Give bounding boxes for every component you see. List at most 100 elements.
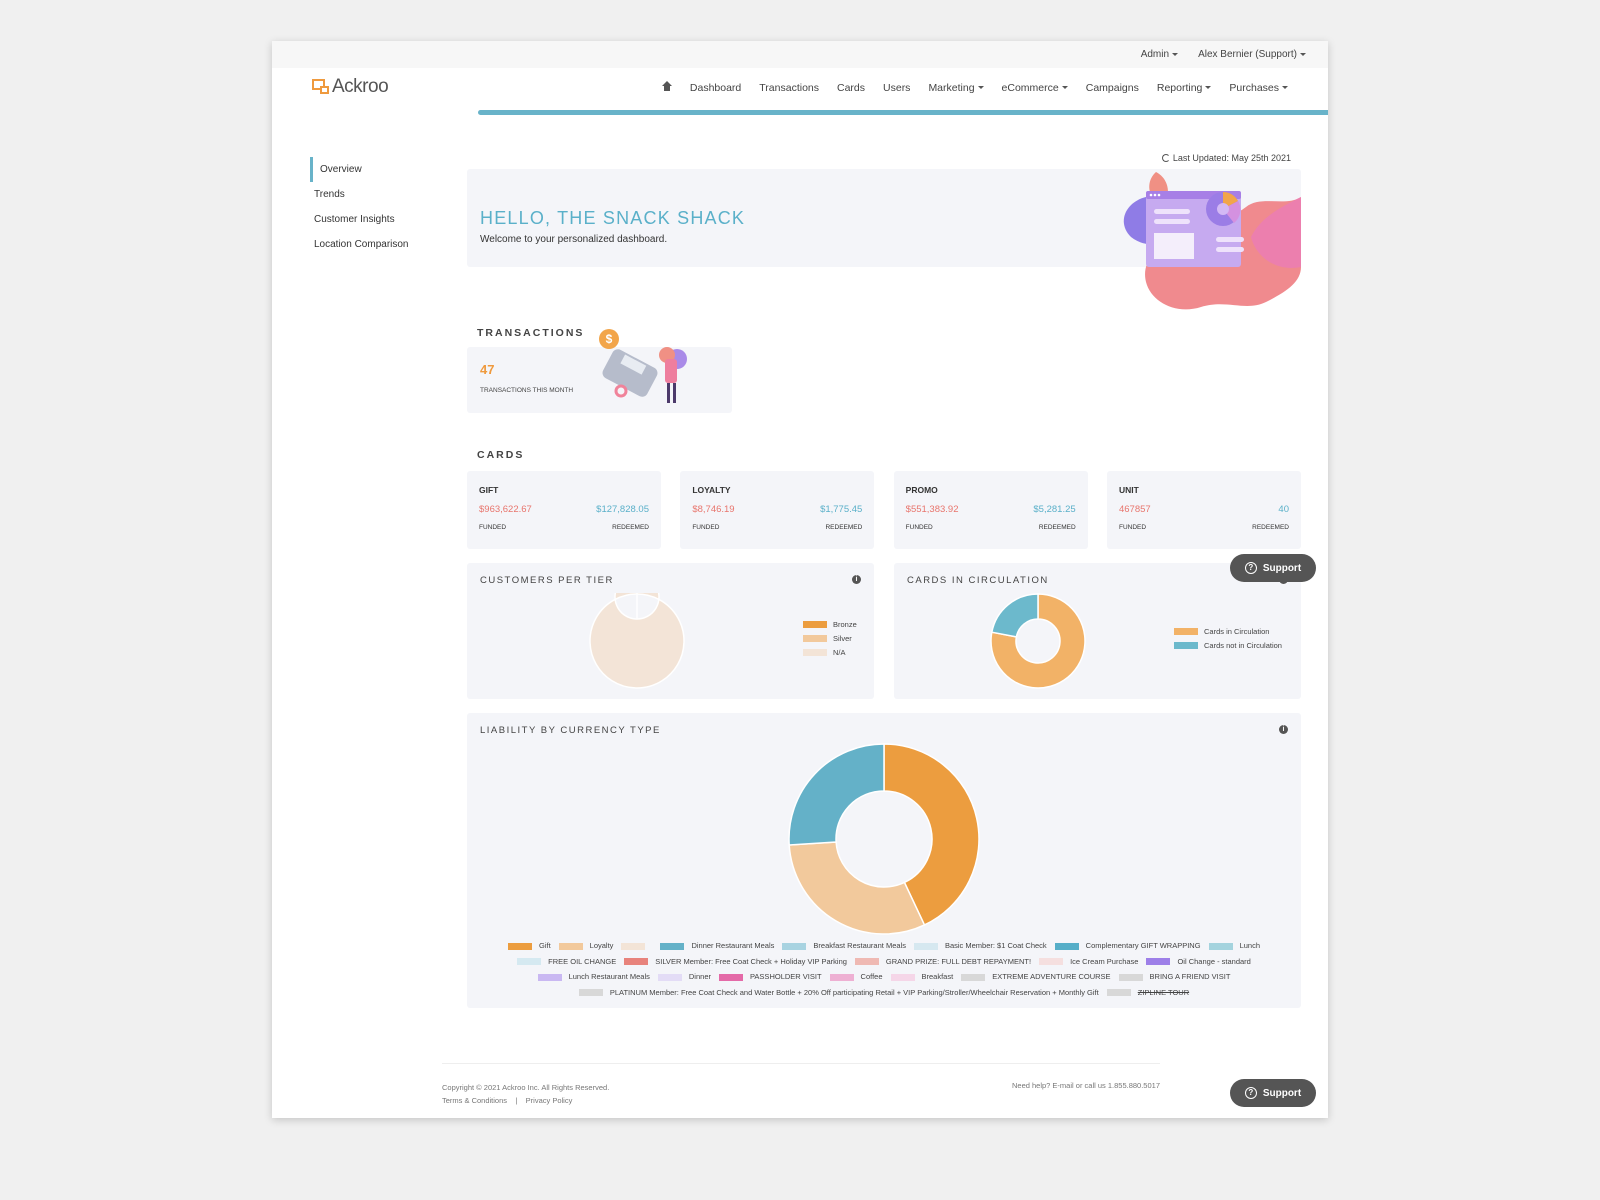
card-promo[interactable]: PROMO $551,383.92 $5,281.25 FUNDED REDEEMED: [893, 471, 1088, 549]
primary-nav: Dashboard Transactions Cards Users Marketing…: [644, 81, 1288, 94]
main-navbar: Ackroo Dashboard Transactions Cards Users Ma…: [272, 68, 1328, 116]
legend-swatch: [718, 973, 743, 981]
redeemed-label: REDEEMED: [1252, 524, 1289, 531]
help-icon: ?: [1244, 1087, 1257, 1099]
legend-item[interactable]: Loyalty: [558, 939, 613, 953]
cards-row: GIFT $963,622.67 $127,828.05 FUNDED REDEEMED…: [467, 471, 1301, 549]
legend-item[interactable]: Breakfast: [890, 970, 953, 984]
legend-item[interactable]: Lunch: [1208, 939, 1260, 953]
legend-item[interactable]: PLATINUM Member: Free Coat Check and Wat…: [578, 986, 1099, 1000]
card-unit[interactable]: UNIT 467857 40 FUNDED REDEEMED: [1106, 471, 1301, 549]
page-progress-bar: [478, 110, 1328, 115]
funded-label: FUNDED: [905, 524, 933, 531]
legend-item[interactable]: Cards in Circulation: [1174, 624, 1282, 638]
funded-label: FUNDED: [479, 524, 507, 531]
browser-window: Admin Alex Bernier (Support) Ackroo Dash…: [272, 41, 1328, 1118]
ackroo-logo[interactable]: Ackroo: [312, 76, 389, 98]
legend-item[interactable]: Silver: [803, 631, 857, 645]
legend-item[interactable]: GRAND PRIZE: FULL DEBT REPAYMENT!: [854, 955, 1031, 969]
chart-title: CARDS IN CIRCULATION: [907, 575, 1049, 586]
legend-item[interactable]: Gift: [508, 939, 551, 953]
legend-item[interactable]: Ice Cream Purchase: [1039, 955, 1138, 969]
privacy-link[interactable]: Privacy Policy: [525, 1096, 573, 1105]
nav-transactions[interactable]: Transactions: [759, 81, 819, 94]
legend-swatch: [558, 942, 583, 950]
card-loyalty[interactable]: LOYALTY $8,746.19 $1,775.45 FUNDED REDEEMED: [680, 471, 875, 549]
legend-item[interactable]: Lunch Restaurant Meals: [537, 970, 650, 984]
legend-item[interactable]: Dinner: [657, 970, 711, 984]
chart-legend: Cards in Circulation Cards not in Circula…: [1174, 624, 1282, 652]
legend-item[interactable]: Oil Change - standard: [1146, 955, 1251, 969]
nav-reporting[interactable]: Reporting: [1157, 82, 1212, 94]
nav-purchases[interactable]: Purchases: [1229, 82, 1288, 94]
legend-item[interactable]: Coffee: [829, 970, 883, 984]
chevron-down-icon: [1282, 86, 1288, 90]
top-utility-bar: Admin Alex Bernier (Support): [272, 41, 1328, 68]
sidebar-item-customer-insights[interactable]: Customer Insights: [314, 214, 395, 225]
legend-swatch: [854, 958, 879, 965]
last-updated: Last Updated: May 25th 2021: [467, 149, 1301, 169]
admin-menu[interactable]: Admin: [1141, 49, 1179, 60]
legend-item[interactable]: SILVER Member: Free Coat Check + Holiday…: [624, 955, 847, 969]
legend-item[interactable]: BRING A FRIEND VISIT: [1118, 970, 1230, 984]
redeemed-value: $5,281.25: [1033, 504, 1076, 515]
legend-item[interactable]: ZIPLINE TOUR: [1106, 986, 1189, 1000]
legend-swatch: [578, 989, 603, 996]
cards-in-circulation-donut[interactable]: [990, 593, 1086, 689]
chart-title: LIABILITY BY CURRENCY TYPE: [480, 725, 661, 736]
legend-item[interactable]: Complementary GIFT WRAPPING: [1054, 939, 1201, 953]
liability-donut[interactable]: [788, 743, 980, 935]
legend-item[interactable]: FREE OIL CHANGE: [517, 955, 616, 969]
card-type: LOYALTY: [692, 485, 731, 495]
legend-item[interactable]: PASSHOLDER VISIT: [718, 970, 822, 984]
section-title: CARDS: [477, 449, 525, 461]
legend-item[interactable]: Basic Member: $1 Coat Check: [913, 939, 1047, 953]
transactions-card[interactable]: 47 TRANSACTIONS THIS MONTH $: [467, 329, 732, 413]
legend-swatch: [517, 958, 542, 965]
help-contact: Need help? E-mail or call us 1.855.880.5…: [1011, 1081, 1160, 1090]
legend-swatch: [961, 973, 986, 981]
nav-ecommerce[interactable]: eCommerce: [1002, 82, 1068, 94]
info-icon[interactable]: i: [852, 575, 861, 584]
legend-swatch: [803, 620, 827, 628]
support-button-bottom[interactable]: ? Support: [1230, 1079, 1316, 1107]
funded-value: $8,746.19: [692, 504, 735, 515]
support-button[interactable]: ? Support: [1230, 554, 1316, 582]
terms-link[interactable]: Terms & Conditions: [442, 1096, 508, 1105]
nav-marketing[interactable]: Marketing: [928, 82, 984, 94]
legend-item[interactable]: EXTREME ADVENTURE COURSE: [961, 970, 1111, 984]
funded-label: FUNDED: [1118, 524, 1147, 531]
legend-swatch: [1146, 958, 1171, 965]
chevron-down-icon: [977, 86, 984, 90]
nav-home[interactable]: [661, 81, 672, 94]
transactions-count: 47: [480, 362, 495, 377]
user-menu[interactable]: Alex Bernier (Support): [1198, 49, 1306, 60]
nav-dashboard[interactable]: Dashboard: [689, 81, 742, 94]
info-icon[interactable]: i: [1279, 725, 1288, 734]
chart-title: CUSTOMERS PER TIER: [480, 575, 614, 586]
nav-cards[interactable]: Cards: [837, 81, 866, 94]
svg-text:$: $: [606, 332, 613, 346]
sidebar-item-overview[interactable]: Overview: [310, 157, 460, 182]
legend-item[interactable]: Dinner Restaurant Meals: [660, 939, 774, 953]
sidebar-item-trends[interactable]: Trends: [314, 189, 345, 200]
cards-in-circulation-card: CARDS IN CIRCULATION i Cards in Circulat…: [894, 563, 1301, 699]
redeemed-label: REDEEMED: [825, 524, 863, 531]
redeemed-value: 40: [1278, 504, 1289, 515]
transactions-section: TRANSACTIONS 47 TRANSACTIONS THIS MONTH …: [467, 327, 1301, 413]
sidebar-item-location-comparison[interactable]: Location Comparison: [314, 239, 409, 250]
legend-swatch: [508, 942, 532, 950]
customers-per-tier-donut[interactable]: [589, 593, 685, 689]
legend-item[interactable]: [621, 942, 652, 950]
legend-item[interactable]: N/A: [803, 645, 857, 659]
refresh-icon[interactable]: [1161, 154, 1170, 162]
legend-swatch: [1208, 942, 1233, 950]
card-gift[interactable]: GIFT $963,622.67 $127,828.05 FUNDED REDEEMED: [467, 471, 661, 549]
legend-swatch: [537, 973, 562, 981]
legend-item[interactable]: Cards not in Circulation: [1174, 638, 1282, 652]
legend-item[interactable]: Bronze: [803, 617, 857, 631]
legend-item[interactable]: Breakfast Restaurant Meals: [782, 939, 906, 953]
legend-swatch: [657, 973, 682, 981]
nav-users[interactable]: Users: [883, 81, 911, 94]
nav-campaigns[interactable]: Campaigns: [1085, 81, 1139, 94]
